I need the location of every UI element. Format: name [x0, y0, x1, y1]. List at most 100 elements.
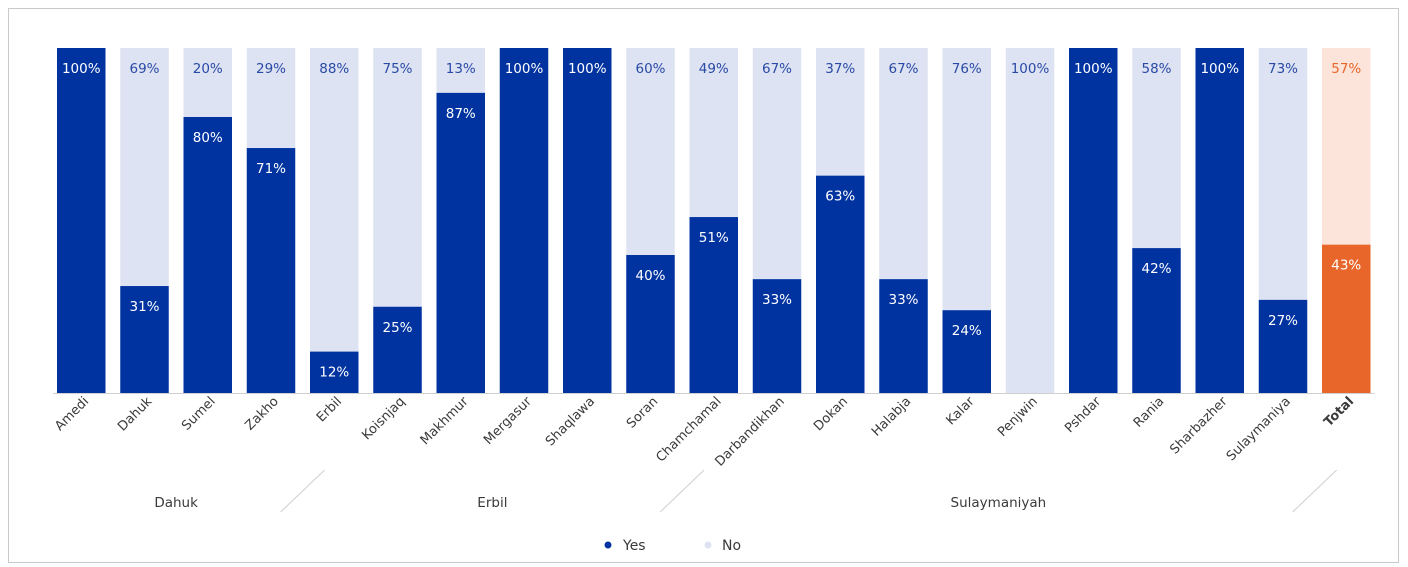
bar-no-sumel — [183, 48, 232, 117]
category-label-rania: Rania — [1131, 394, 1167, 430]
axis-layer: Amedi Dahuk Sumel Zakho Erbil Koisnjaq Makhmur… — [52, 393, 1375, 470]
data-label-yes-dokan: 63% — [825, 189, 855, 205]
data-label-yes-soran: 40% — [635, 268, 665, 284]
bar-no-dokan — [816, 48, 865, 176]
bar-yes-chamchamal — [689, 217, 738, 393]
legend-yes-label: Yes — [622, 538, 646, 554]
bar-yes-total — [1322, 244, 1371, 393]
bar-yes-soran — [626, 255, 675, 393]
category-label-erbil: Erbil — [314, 394, 345, 425]
data-label-yes-koisnjaq: 25% — [382, 320, 412, 336]
bar-no-dahuk — [120, 48, 169, 287]
group-label-dahuk: Dahuk — [154, 495, 198, 511]
group-separator-2 — [1292, 469, 1337, 513]
category-label-dokan: Dokan — [811, 394, 851, 434]
data-label-no-rania: 58% — [1141, 61, 1171, 77]
bar-yes-dokan — [816, 175, 865, 393]
legend: Yes No — [604, 538, 741, 554]
category-label-halabja: Halabja — [869, 394, 914, 439]
data-label-yes-sulaymaniya: 27% — [1268, 313, 1298, 329]
bar-yes-darbandikhan — [752, 279, 802, 393]
group-label-sulaymaniyah: Sulaymaniyah — [951, 495, 1047, 511]
bar-yes-amedi — [57, 48, 106, 393]
category-label-mergasur: Mergasur — [481, 394, 535, 448]
bar-no-rania — [1132, 48, 1181, 249]
bar-no-darbandikhan — [752, 48, 802, 280]
data-label-no-dahuk: 69% — [129, 61, 159, 77]
bar-no-chamchamal — [689, 48, 738, 218]
legend-yes-marker — [604, 541, 612, 549]
category-label-kalar: Kalar — [944, 394, 979, 429]
bar-no-kalar — [942, 48, 991, 311]
data-label-yes-mergasur: 100% — [505, 61, 544, 77]
bar-no-sulaymaniya — [1258, 48, 1308, 300]
bar-yes-sulaymaniya — [1258, 299, 1308, 393]
data-label-yes-rania: 42% — [1141, 261, 1171, 277]
bar-no-penjwin — [1005, 48, 1055, 393]
bar-yes-pshdar — [1069, 48, 1118, 393]
category-label-soran: Soran — [624, 394, 661, 431]
bar-no-total — [1322, 48, 1371, 245]
data-label-yes-sharbazher: 100% — [1200, 61, 1239, 77]
bar-yes-makhmur — [436, 92, 485, 393]
data-label-no-kalar: 76% — [952, 61, 982, 77]
data-label-yes-kalar: 24% — [952, 323, 982, 339]
data-label-no-sumel: 20% — [193, 61, 223, 77]
category-label-sumel: Sumel — [179, 394, 218, 433]
data-label-yes-pshdar: 100% — [1074, 61, 1113, 77]
category-label-shaqlawa: Shaqlawa — [543, 394, 598, 449]
bar-yes-dahuk — [120, 286, 169, 393]
legend-no-marker — [704, 541, 712, 549]
data-label-no-soran: 60% — [635, 61, 665, 77]
data-label-yes-erbil: 12% — [319, 365, 349, 381]
bar-no-koisnjaq — [373, 48, 422, 307]
data-label-no-penjwin: 100% — [1011, 61, 1050, 77]
data-label-yes-shaqlawa: 100% — [568, 61, 607, 77]
group-label-erbil: Erbil — [477, 495, 507, 511]
data-label-no-koisnjaq: 75% — [382, 61, 412, 77]
data-label-yes-amedi: 100% — [62, 61, 101, 77]
bar-yes-sumel — [183, 117, 232, 393]
legend-no-label: No — [722, 538, 741, 554]
data-label-no-total: 57% — [1331, 61, 1361, 77]
category-label-sharbazher: Sharbazher — [1167, 394, 1231, 458]
category-label-koisnjaq: Koisnjaq — [359, 394, 408, 443]
data-label-no-zakho: 29% — [256, 61, 286, 77]
data-label-no-erbil: 88% — [319, 61, 349, 77]
data-label-yes-halabja: 33% — [888, 292, 918, 308]
category-label-chamchamal: Chamchamal — [653, 394, 724, 465]
category-label-total: Total — [1321, 394, 1357, 430]
bar-yes-halabja — [879, 279, 928, 393]
bar-yes-kalar — [942, 310, 991, 393]
bar-no-makhmur — [436, 48, 485, 93]
data-label-yes-zakho: 71% — [256, 161, 286, 177]
category-label-penjwin: Penjwin — [995, 394, 1041, 440]
bar-no-zakho — [246, 48, 296, 149]
bar-yes-zakho — [246, 148, 296, 393]
category-label-amedi: Amedi — [52, 394, 92, 434]
data-label-no-darbandikhan: 67% — [762, 61, 792, 77]
bar-yes-mergasur — [499, 48, 549, 393]
group-separator-0 — [280, 469, 325, 513]
data-label-yes-chamchamal: 51% — [699, 230, 729, 246]
category-label-dahuk: Dahuk — [115, 394, 156, 435]
category-label-zakho: Zakho — [243, 394, 282, 433]
bars-layer: 100% 69% 31% 20% 80% 29% 71% 88% 12% 75% 25% 13% 87%… — [57, 48, 1371, 393]
category-label-sulaymaniya: Sulaymaniya — [1224, 394, 1294, 464]
data-label-yes-makhmur: 87% — [446, 106, 476, 122]
data-label-no-chamchamal: 49% — [699, 61, 729, 77]
bar-yes-koisnjaq — [373, 306, 422, 393]
data-label-no-halabja: 67% — [888, 61, 918, 77]
data-label-no-makhmur: 13% — [446, 61, 476, 77]
data-label-no-dokan: 37% — [825, 61, 855, 77]
data-label-yes-sumel: 80% — [193, 130, 223, 146]
data-label-yes-total: 43% — [1331, 258, 1361, 274]
data-label-yes-darbandikhan: 33% — [762, 292, 792, 308]
bar-yes-erbil — [310, 351, 359, 393]
bar-no-soran — [626, 48, 675, 255]
bar-yes-rania — [1132, 248, 1181, 393]
category-label-makhmur: Makhmur — [418, 394, 472, 448]
bar-no-halabja — [879, 48, 928, 280]
bar-yes-sharbazher — [1195, 48, 1244, 393]
